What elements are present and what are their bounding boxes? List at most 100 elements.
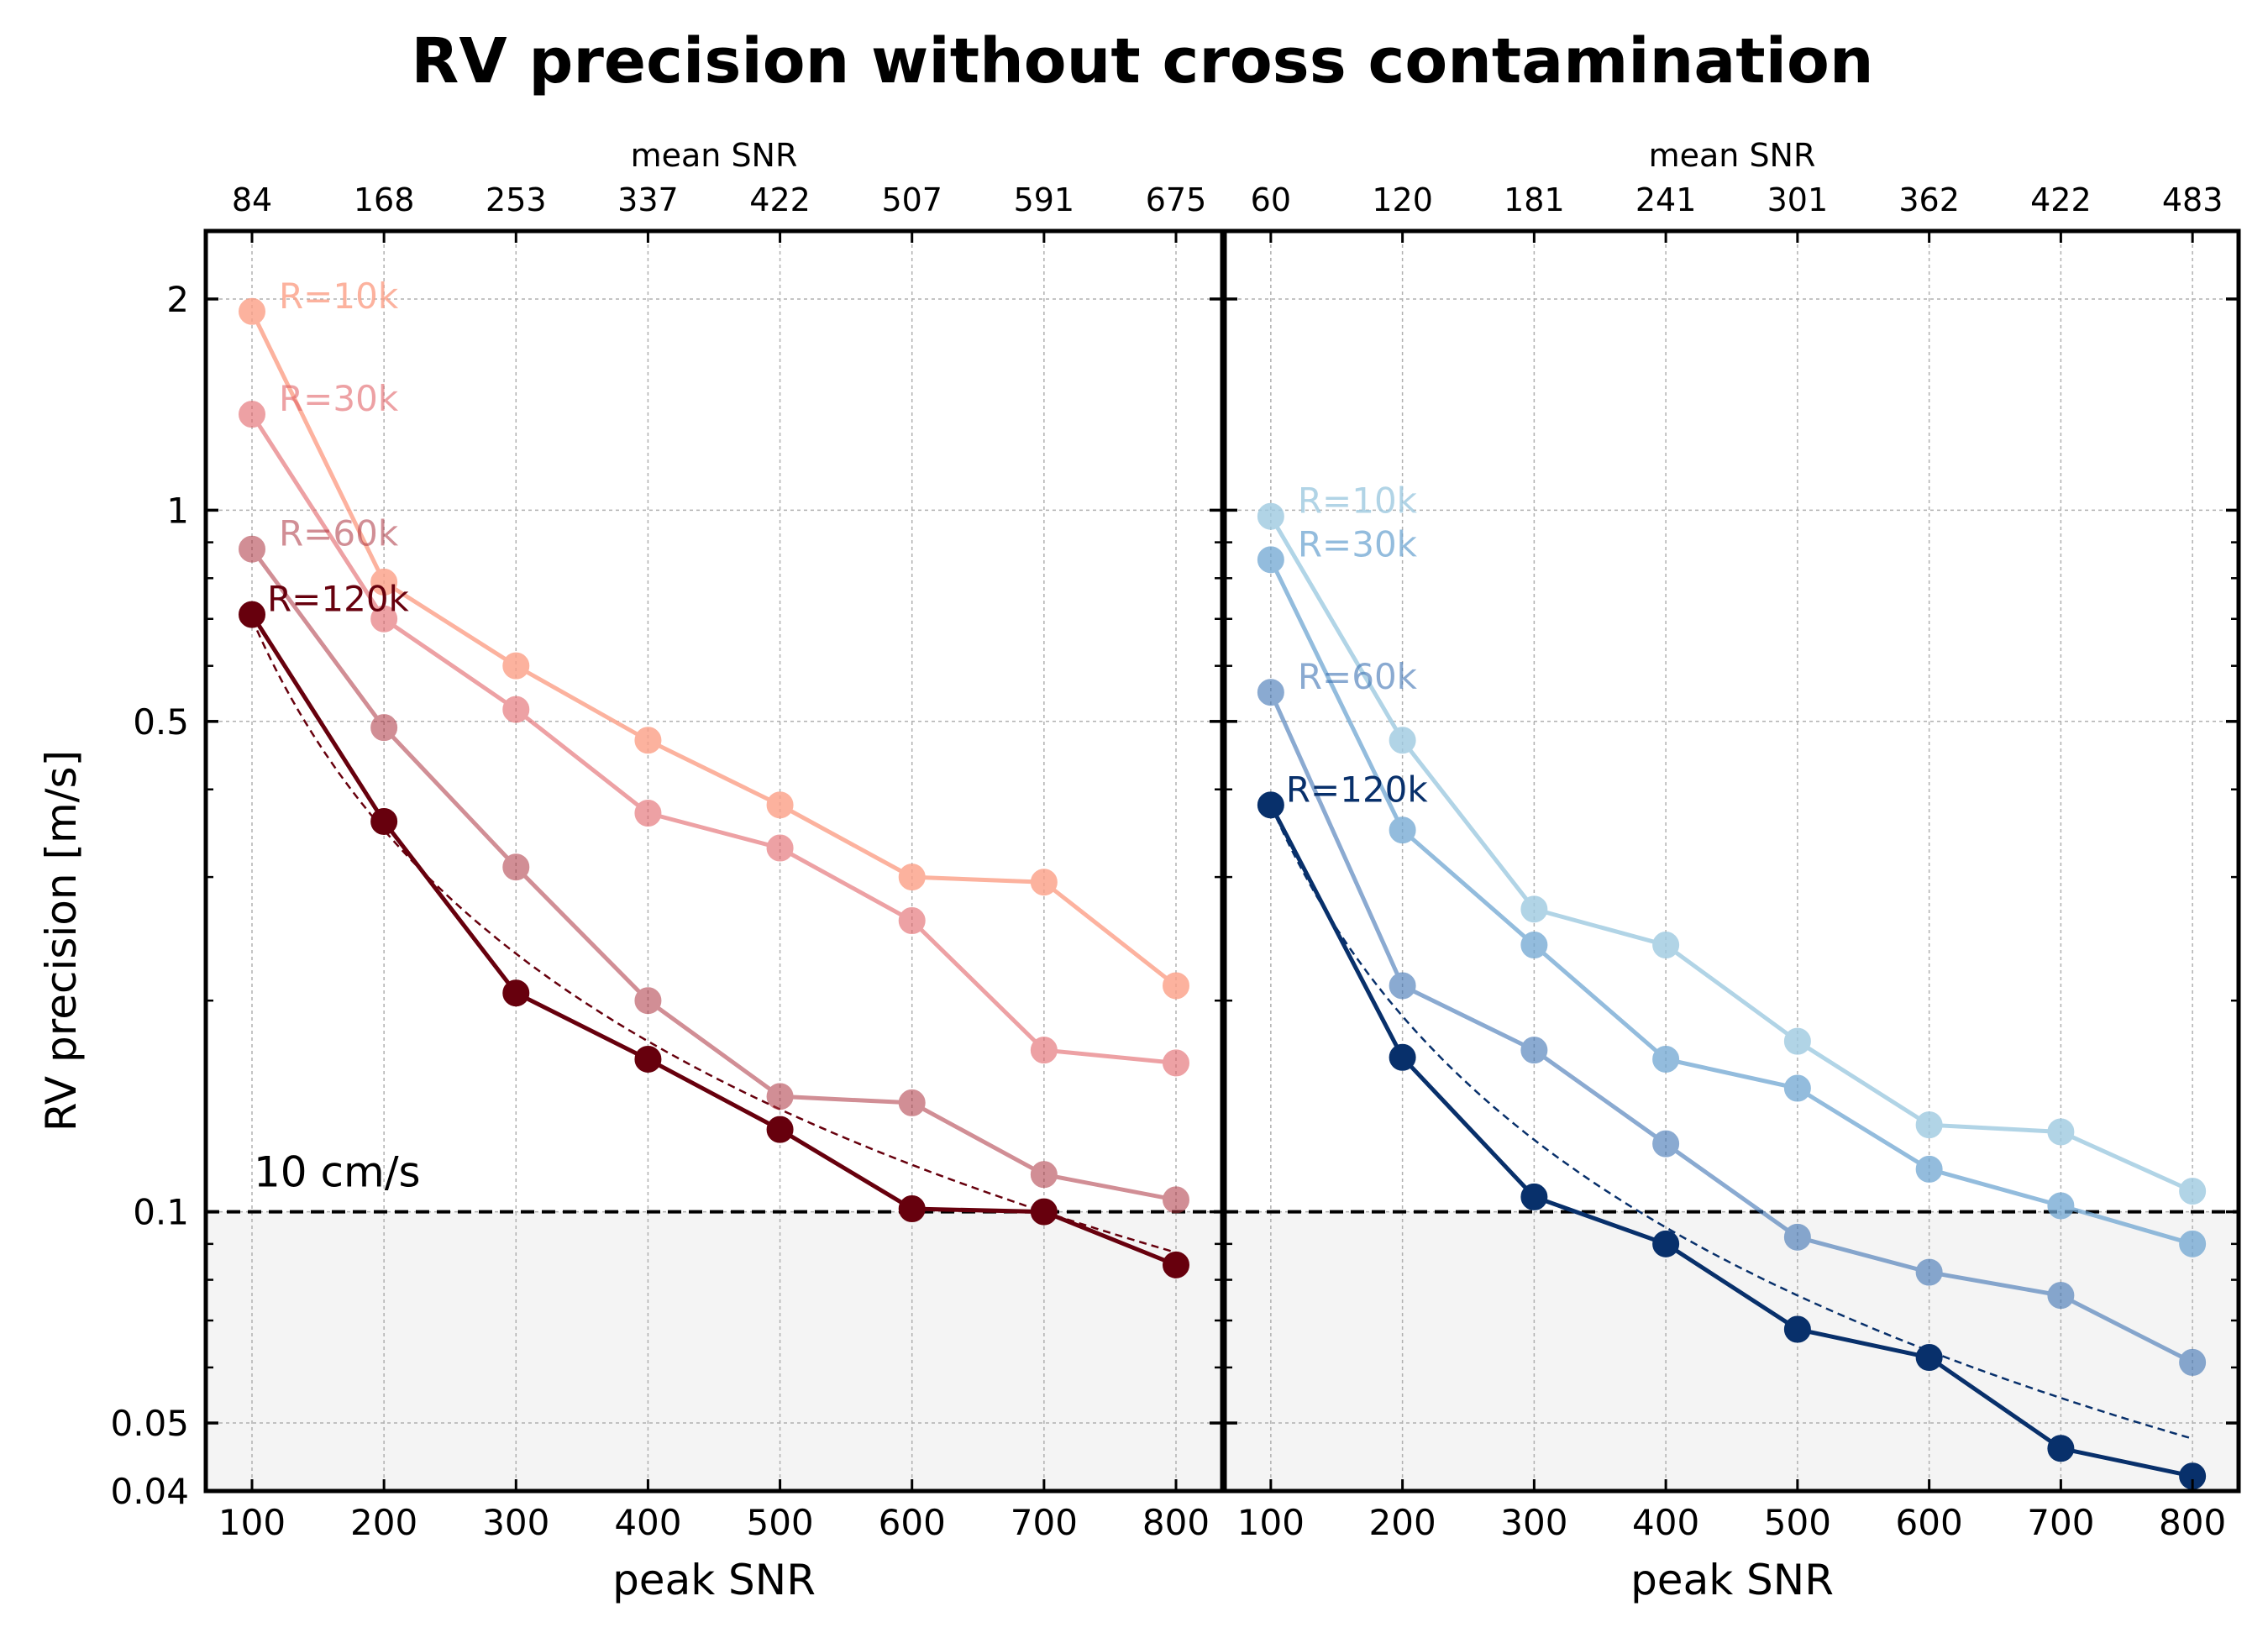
data-point: [1030, 1161, 1058, 1189]
data-point: [2047, 1282, 2075, 1310]
data-point: [2179, 1230, 2207, 1257]
data-point: [2047, 1192, 2075, 1220]
x-tick-label: 100: [218, 1502, 286, 1543]
top-tick-label: 483: [2162, 181, 2223, 218]
top-tick-label: 120: [1372, 181, 1433, 218]
data-point: [1520, 1037, 1548, 1064]
data-point: [1257, 502, 1284, 530]
data-point: [370, 714, 398, 742]
top-tick-label: 181: [1504, 181, 1565, 218]
series-line: [249, 310, 1178, 988]
series-label: R=120k: [1286, 769, 1429, 810]
y-axis-label: RV precision [m/s]: [37, 750, 86, 1131]
data-point: [1030, 869, 1058, 896]
data-point: [766, 1116, 794, 1143]
series-line: [249, 548, 1177, 1202]
series-line: [1268, 804, 2193, 1478]
left-top-axis-label: mean SNR: [631, 137, 798, 174]
plot-layer: R=10kR=30kR=60kR=120k1008420016830025340…: [110, 181, 2241, 1543]
data-point: [1652, 1130, 1680, 1158]
data-point: [1257, 679, 1284, 706]
top-tick-label: 422: [2030, 181, 2092, 218]
series-label: R=120k: [267, 579, 410, 620]
y-tick-label: 0.04: [110, 1471, 189, 1512]
x-tick-label: 800: [1142, 1502, 1210, 1543]
data-point: [1389, 1043, 1416, 1071]
data-point: [2047, 1118, 2075, 1146]
top-tick-label: 60: [1251, 181, 1291, 218]
x-tick-label: 400: [1632, 1502, 1699, 1543]
sub-10cms-region: [206, 1211, 1222, 1491]
data-point: [1520, 1183, 1548, 1210]
panel-0: R=10k R=30k R=60k R=120k 100 84 200 168 300 253 40…: [203, 181, 1225, 1543]
data-point: [2179, 1348, 2207, 1376]
top-tick-label: 362: [1898, 181, 1960, 218]
data-point: [1783, 1315, 1811, 1343]
y-tick-label: 0.05: [110, 1403, 189, 1444]
data-point: [1652, 1230, 1680, 1257]
x-tick-label: 500: [746, 1502, 813, 1543]
data-point: [1389, 816, 1416, 844]
series-label: R=10k: [279, 276, 399, 317]
data-point: [370, 605, 398, 633]
x-tick-label: 700: [2027, 1502, 2094, 1543]
data-point: [1030, 1037, 1058, 1064]
x-tick-label: 300: [1500, 1502, 1567, 1543]
data-point: [1520, 932, 1548, 959]
series-R=120k: R=120k: [239, 579, 1189, 1278]
top-tick-label: 591: [1014, 181, 1075, 218]
fit-curve: [1269, 804, 2193, 1440]
reference-label: 10 cm/s: [254, 1148, 421, 1197]
x-tick-label: 300: [482, 1502, 549, 1543]
data-point: [634, 1045, 662, 1073]
data-point: [766, 1083, 794, 1110]
data-point: [1163, 1251, 1189, 1278]
data-point: [1389, 972, 1416, 1000]
data-point: [1915, 1344, 1943, 1372]
series-label: R=60k: [1298, 656, 1418, 697]
x-tick-label: 200: [1369, 1502, 1436, 1543]
series-R=120k: R=120k: [1257, 769, 2207, 1490]
right-top-axis-label: mean SNR: [1649, 137, 1816, 174]
data-point: [502, 853, 530, 881]
data-point: [766, 791, 794, 819]
y-tick-label: 2: [166, 279, 189, 320]
x-tick-label: 200: [350, 1502, 417, 1543]
top-tick-label: 168: [354, 181, 415, 218]
data-point: [1783, 1223, 1811, 1251]
data-point: [370, 807, 398, 835]
top-tick-label: 422: [749, 181, 811, 218]
panel-frame: [1222, 228, 2241, 1494]
data-point: [1163, 1049, 1189, 1077]
series-label: R=30k: [279, 378, 399, 419]
data-point: [1257, 546, 1284, 574]
data-point: [1389, 727, 1416, 754]
series-R=30k: R=30k: [1257, 523, 2207, 1257]
y-tick-label: 0.5: [133, 701, 189, 743]
series-R=10k: R=10k: [239, 276, 1189, 1000]
top-tick-label: 337: [617, 181, 679, 218]
left-x-axis-label: peak SNR: [612, 1556, 816, 1604]
data-point: [502, 979, 530, 1007]
data-point: [1163, 972, 1189, 1000]
data-point: [239, 297, 265, 325]
data-point: [898, 1195, 926, 1223]
series-R=60k: R=60k: [239, 513, 1189, 1214]
data-point: [1915, 1258, 1943, 1286]
series-line: [1268, 515, 2194, 1194]
data-point: [1652, 1045, 1680, 1073]
data-point: [898, 1089, 926, 1116]
data-point: [1520, 895, 1548, 923]
x-tick-label: 600: [1896, 1502, 1963, 1543]
series-line: [1268, 559, 2193, 1247]
data-point: [766, 834, 794, 862]
series-line: [249, 412, 1177, 1065]
top-tick-label: 507: [881, 181, 942, 218]
series-R=10k: R=10k: [1257, 480, 2207, 1205]
x-tick-label: 600: [879, 1502, 946, 1543]
data-point: [239, 601, 265, 628]
data-point: [239, 401, 265, 428]
x-tick-label: 700: [1011, 1502, 1078, 1543]
data-point: [502, 696, 530, 723]
